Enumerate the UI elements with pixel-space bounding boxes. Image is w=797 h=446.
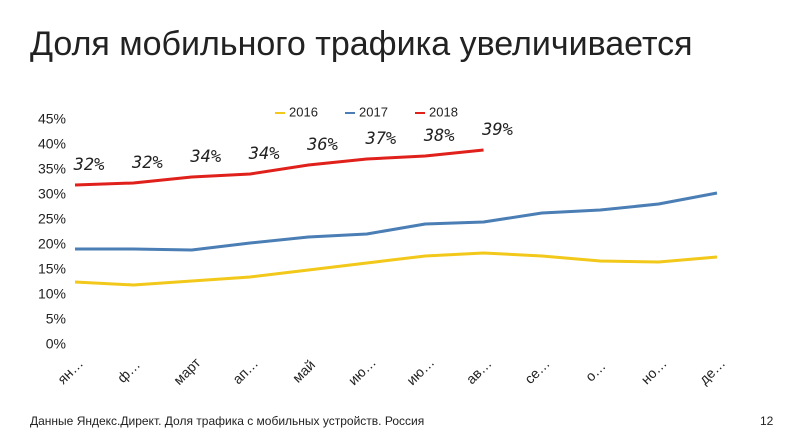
x-tick-label: но… <box>638 355 670 387</box>
x-tick-label: де… <box>696 355 729 388</box>
y-tick-label: 0% <box>46 336 66 352</box>
x-tick-label: ию… <box>403 354 437 388</box>
data-label: 32% <box>73 155 105 175</box>
x-tick-label: о… <box>582 358 609 385</box>
series-line <box>74 148 484 187</box>
series-line <box>74 251 718 287</box>
y-tick-label: 20% <box>38 236 66 252</box>
y-tick-label: 15% <box>38 261 66 277</box>
data-label: 38% <box>423 126 455 146</box>
data-label: 32% <box>131 153 163 173</box>
data-label: 36% <box>306 135 338 155</box>
data-label: 39% <box>481 120 513 140</box>
x-tick-label: март <box>170 354 204 388</box>
footer: Данные Яндекс.Директ. Доля трафика с моб… <box>30 414 424 428</box>
series-line <box>75 191 718 252</box>
x-tick-label: ян… <box>54 355 86 387</box>
legend-label: 2018 <box>429 104 458 119</box>
y-tick-label: 35% <box>38 161 66 177</box>
x-tick-label: ап… <box>229 355 261 387</box>
data-label: 34% <box>248 144 280 164</box>
y-tick-label: 10% <box>38 286 66 302</box>
x-tick-label: ф… <box>114 356 143 385</box>
y-tick-label: 40% <box>38 136 66 152</box>
x-tick-label: ию… <box>345 354 379 388</box>
y-tick-label: 45% <box>38 111 66 127</box>
y-tick-label: 25% <box>38 211 66 227</box>
x-tick-label: май <box>289 357 318 386</box>
y-tick-label: 5% <box>46 311 66 327</box>
legend-label: 2017 <box>359 104 388 119</box>
page-number: 12 <box>760 414 774 428</box>
legend-label: 2016 <box>289 104 318 119</box>
data-label: 37% <box>364 129 396 149</box>
x-tick-label: се… <box>521 355 553 387</box>
chart-title: Доля мобильного трафика увеличивается <box>30 25 693 63</box>
data-label: 34% <box>189 147 221 167</box>
x-tick-label: ав… <box>463 355 495 387</box>
y-tick-label: 30% <box>38 186 66 202</box>
